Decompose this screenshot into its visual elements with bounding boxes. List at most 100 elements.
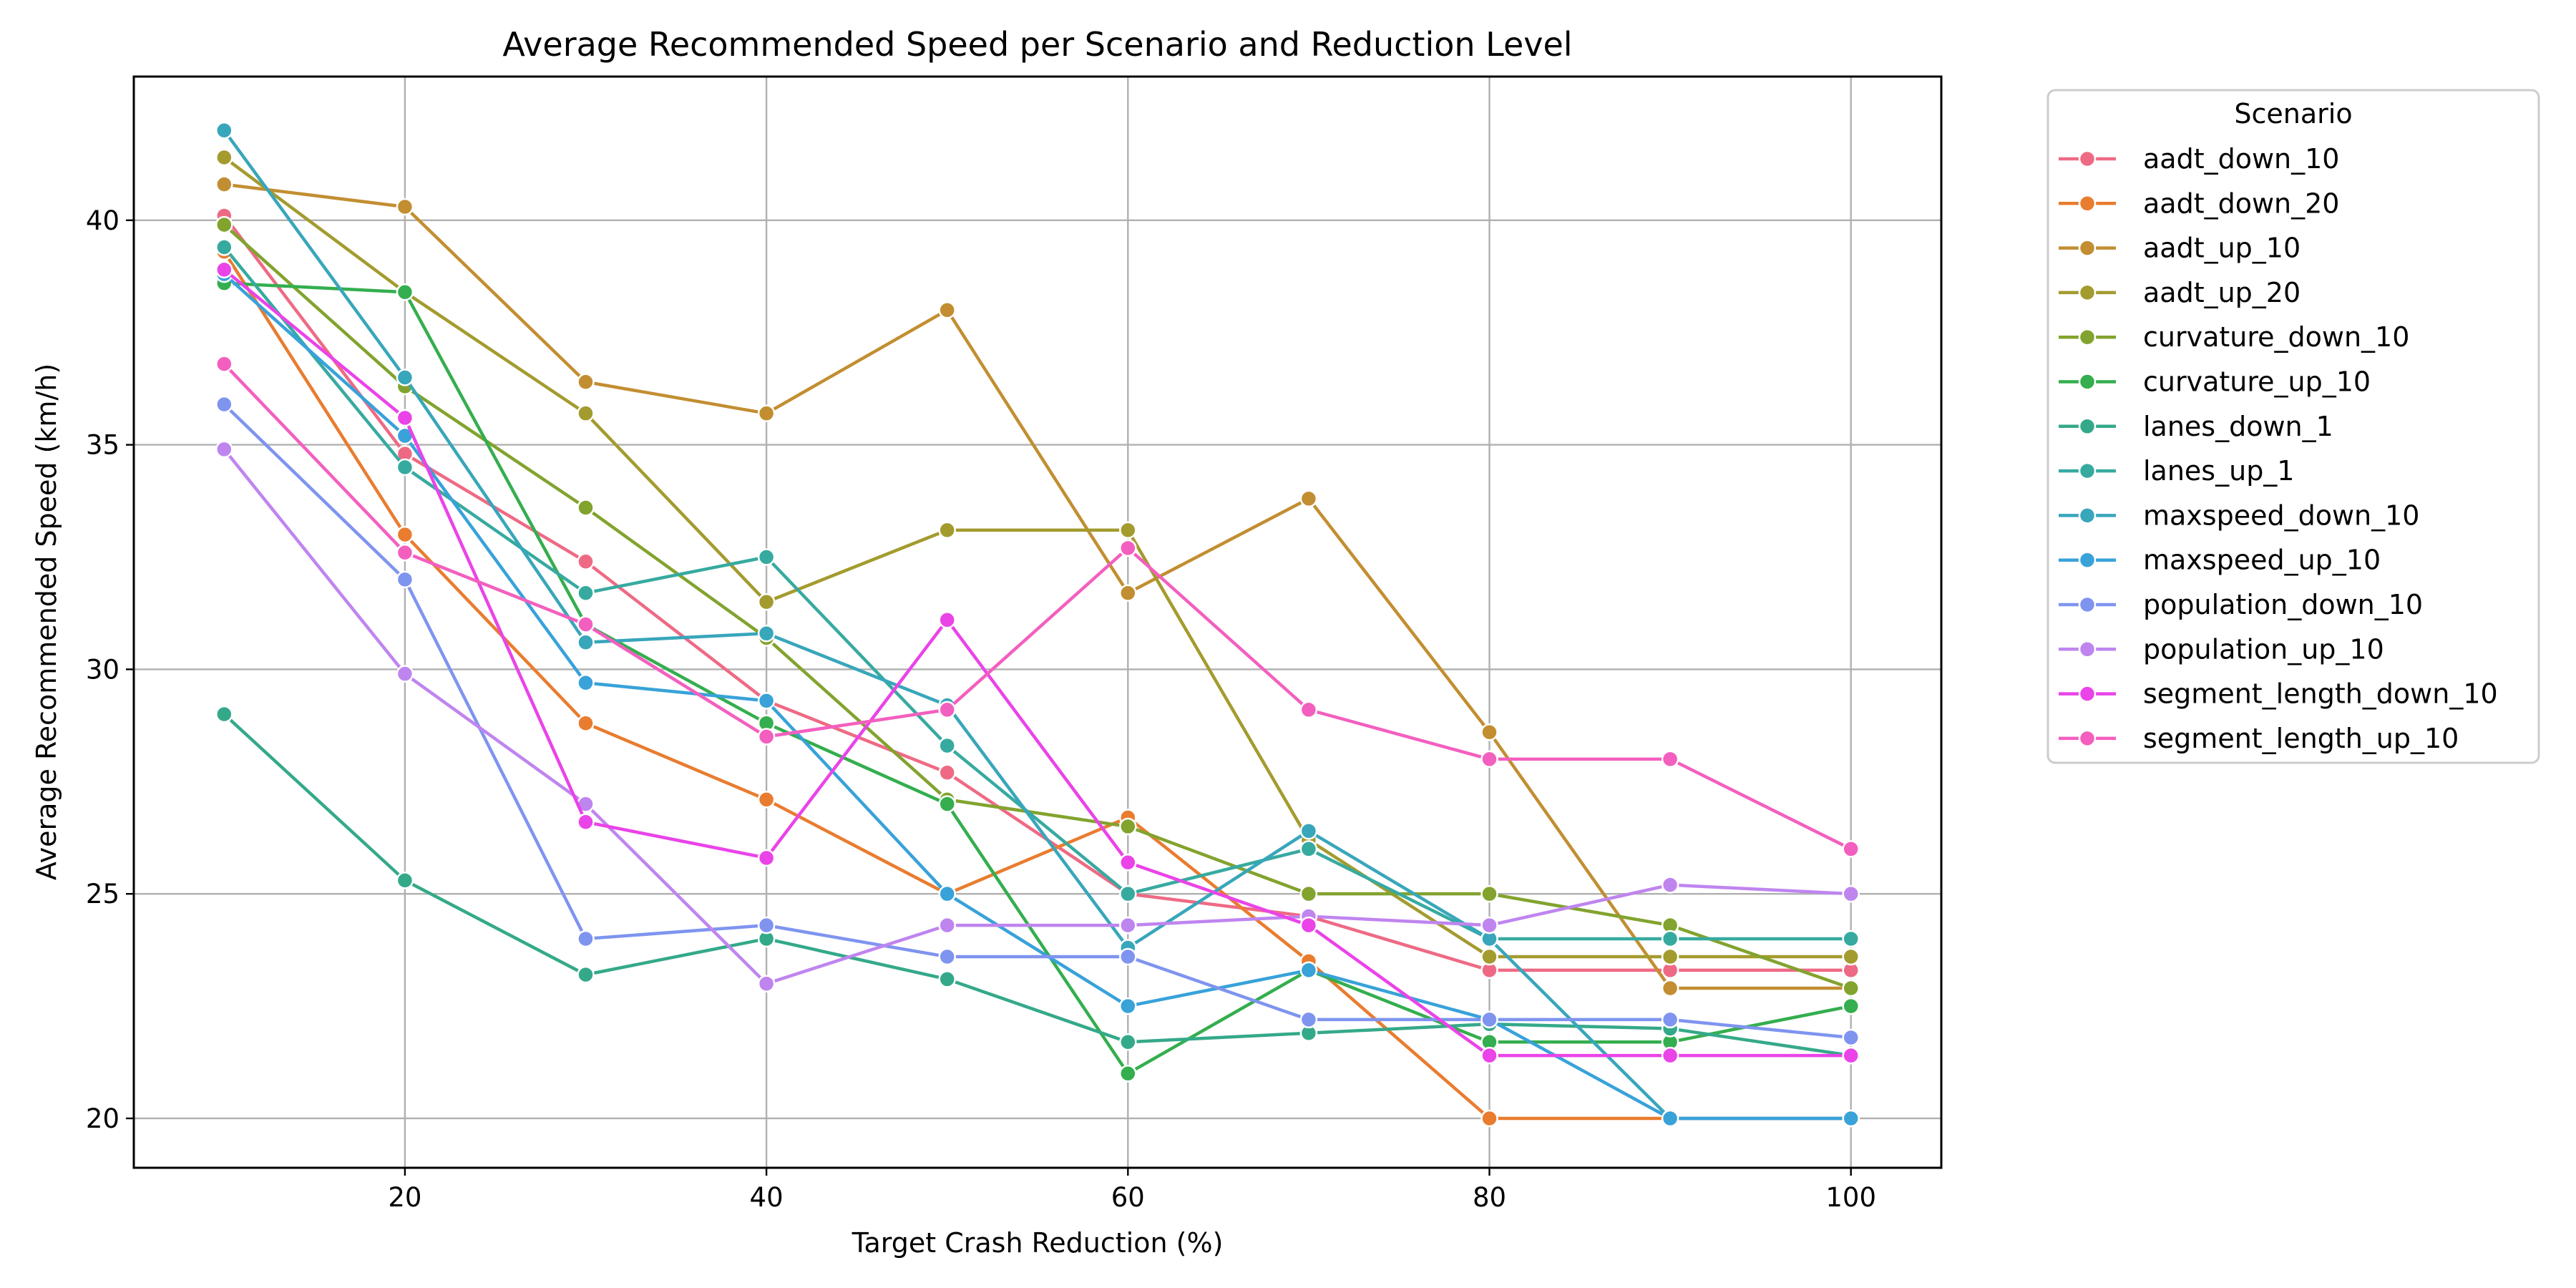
legend-marker-swatch — [2078, 507, 2097, 525]
data-point — [1661, 1010, 1679, 1029]
legend-item: maxspeed_down_10 — [2059, 499, 2419, 531]
data-point — [396, 369, 414, 386]
x-axis-label: Target Crash Reduction (%) — [852, 1227, 1224, 1259]
legend: Scenario aadt_down_10 aadt_down_20 aadt_up… — [2046, 89, 2540, 764]
data-point — [215, 215, 233, 234]
series-line — [223, 129, 1853, 1121]
data-point — [938, 736, 956, 755]
data-point — [577, 930, 595, 948]
data-point — [1842, 884, 1860, 903]
data-point — [577, 714, 595, 732]
data-point — [938, 301, 956, 319]
data-point — [1119, 584, 1137, 602]
series-line — [223, 447, 1853, 985]
legend-item: population_up_10 — [2059, 633, 2384, 665]
data-point — [1119, 539, 1137, 557]
data-point — [396, 525, 414, 544]
data-point — [1661, 876, 1679, 894]
data-point — [1480, 723, 1498, 741]
legend-marker-swatch — [2078, 417, 2097, 436]
data-point — [1480, 884, 1498, 903]
data-point — [1299, 884, 1318, 903]
legend-items: aadt_down_10 aadt_down_20 aadt_up_10 aadt_u… — [2059, 143, 2498, 754]
data-point — [1299, 1010, 1318, 1029]
data-point — [757, 593, 776, 611]
legend-label: lanes_down_1 — [2143, 411, 2333, 442]
legend-frame — [2046, 89, 2540, 764]
data-point — [757, 916, 776, 935]
legend-marker-swatch — [2078, 685, 2097, 703]
series-population-down-10 — [215, 395, 1860, 1047]
data-point — [938, 611, 956, 629]
data-point — [1480, 916, 1498, 935]
legend-item: aadt_up_20 — [2059, 277, 2301, 308]
x-tick-label: 20 — [388, 1182, 421, 1213]
data-point — [1299, 701, 1318, 719]
legend-marker-swatch — [2078, 150, 2097, 168]
data-point — [215, 260, 233, 279]
data-point — [577, 673, 595, 692]
series-line — [223, 155, 1853, 959]
data-point — [215, 440, 233, 459]
data-point — [1842, 1046, 1860, 1065]
data-point — [757, 404, 776, 422]
data-point — [1119, 947, 1137, 966]
legend-marker-swatch — [2078, 729, 2097, 748]
data-point — [396, 543, 414, 562]
data-point — [757, 975, 776, 992]
legend-label: aadt_down_10 — [2143, 143, 2339, 175]
plot-area — [132, 75, 1943, 1169]
data-point — [757, 624, 776, 643]
data-point — [1661, 1046, 1679, 1065]
series-maxspeed-up-10 — [215, 265, 1860, 1128]
data-point — [1480, 1109, 1498, 1128]
x-axis: 20 40 60 80 100 — [388, 1168, 1876, 1213]
data-point — [1119, 817, 1137, 836]
series-segment-length-up-10 — [215, 355, 1860, 858]
data-point — [1842, 1028, 1860, 1047]
legend-label: aadt_down_20 — [2143, 187, 2339, 219]
data-point — [757, 849, 776, 867]
data-point — [577, 633, 595, 651]
legend-marker-swatch — [2078, 195, 2097, 213]
legend-marker-swatch — [2078, 239, 2097, 257]
data-point — [938, 521, 956, 540]
data-point — [757, 548, 776, 566]
legend-marker-swatch — [2078, 328, 2097, 346]
chart-title: Average Recommended Speed per Scenario a… — [502, 25, 1572, 64]
data-point — [577, 615, 595, 633]
legend-label: maxspeed_down_10 — [2143, 499, 2419, 531]
data-point — [1842, 840, 1860, 858]
data-point — [1661, 979, 1679, 997]
data-point — [215, 148, 233, 167]
y-tick-label: 25 — [86, 879, 119, 909]
series-line — [223, 281, 1853, 1075]
y-tick-label: 30 — [86, 654, 119, 685]
legend-label: curvature_down_10 — [2143, 321, 2409, 353]
y-tick-label: 20 — [86, 1103, 119, 1134]
plot-frame — [132, 75, 1943, 1169]
data-point — [215, 122, 233, 140]
series-line — [223, 250, 1853, 1121]
data-point — [396, 283, 414, 301]
legend-label: maxspeed_up_10 — [2143, 545, 2381, 576]
data-point — [577, 584, 595, 602]
series-segment-length-down-10 — [215, 260, 1860, 1065]
data-point — [1842, 979, 1860, 997]
legend-item: curvature_up_10 — [2059, 366, 2371, 398]
y-axis-label: Average Recommended Speed (km/h) — [31, 364, 62, 880]
data-point — [1842, 947, 1860, 966]
legend-item: maxspeed_up_10 — [2059, 545, 2381, 576]
data-point — [1480, 947, 1498, 966]
data-point — [1661, 1109, 1679, 1128]
data-point — [396, 458, 414, 477]
series-line — [223, 182, 1853, 990]
data-point — [1299, 840, 1318, 858]
data-point — [577, 404, 595, 422]
legend-label: lanes_up_1 — [2143, 455, 2295, 487]
legend-item: aadt_up_10 — [2059, 233, 2301, 264]
data-point — [396, 665, 414, 683]
data-point — [1842, 997, 1860, 1015]
x-tick-label: 60 — [1111, 1182, 1145, 1213]
